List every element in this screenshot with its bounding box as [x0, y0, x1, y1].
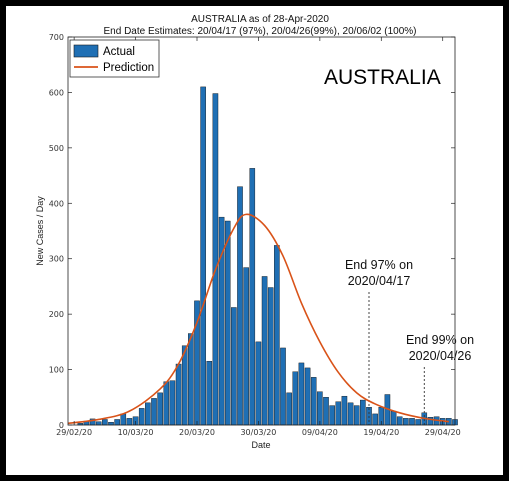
bar [126, 418, 133, 426]
bar [390, 410, 397, 426]
prediction-line [67, 213, 449, 425]
bar [163, 381, 170, 426]
chart-title: AUSTRALIA as of 28-Apr-2020 [191, 14, 329, 25]
x-tick-label: 29/02/20 [56, 428, 92, 437]
bar [157, 392, 163, 426]
bar [267, 287, 274, 426]
bar [243, 267, 249, 426]
bar [280, 347, 286, 426]
bar [212, 93, 219, 426]
x-tick-label: 10/03/20 [118, 428, 154, 437]
bar [415, 419, 421, 426]
bar [347, 402, 354, 426]
legend-actual-label: Actual [103, 46, 135, 58]
y-tick-label: 600 [49, 88, 64, 97]
bar [310, 377, 317, 426]
bar [335, 401, 342, 426]
y-tick-label: 300 [49, 255, 64, 264]
y-tick-label: 100 [49, 366, 64, 375]
bar [175, 363, 182, 426]
chart-svg: AUSTRALIA as of 28-Apr-2020 End Date Est… [35, 14, 474, 450]
x-tick-label: 09/04/20 [302, 428, 338, 437]
x-axis-ticks: 29/02/20 10/03/20 20/03/20 30/03/20 09/04/20… [56, 37, 461, 437]
bar [298, 362, 305, 426]
annotation-lines [368, 292, 425, 425]
bar [360, 399, 366, 426]
bar [323, 397, 329, 426]
bar [120, 413, 127, 426]
bar [138, 408, 145, 426]
bar [200, 86, 206, 426]
annotation-99-line1: End 99% on [406, 333, 474, 347]
x-tick-label: 29/04/20 [425, 428, 461, 437]
bar [292, 371, 299, 426]
x-tick-label: 30/03/20 [240, 428, 276, 437]
bar [114, 419, 120, 426]
y-tick-label: 700 [49, 33, 64, 42]
bar [95, 421, 102, 426]
y-axis-ticks: 0 100 200 300 400 500 600 700 [49, 33, 455, 430]
bar [329, 405, 335, 426]
x-axis-label: Date [251, 440, 270, 450]
chart-subtitle: End Date Estimates: 20/04/17 (97%), 20/0… [104, 26, 417, 37]
y-tick-label: 0 [59, 421, 64, 430]
annotation-97-line2: 2020/04/17 [348, 274, 411, 288]
bar [169, 380, 176, 426]
legend: Actual Prediction [69, 39, 160, 78]
bar [261, 276, 268, 426]
bar [409, 418, 415, 426]
bar [317, 391, 323, 426]
annotation-97-line1: End 97% on [345, 258, 413, 272]
bar [403, 418, 409, 426]
bar [188, 333, 194, 426]
bar [231, 307, 237, 426]
overlay-country-label: AUSTRALIA [324, 66, 441, 89]
bar [396, 416, 403, 426]
bar [237, 186, 243, 426]
bar [181, 345, 188, 426]
bar [372, 413, 378, 426]
bar [145, 402, 151, 426]
bar [255, 341, 262, 426]
y-axis-label: New Cases / Day [35, 196, 45, 266]
bar [102, 419, 108, 426]
y-tick-label: 500 [49, 144, 64, 153]
annotation-99-line2: 2020/04/26 [409, 349, 472, 363]
bar [249, 168, 256, 426]
x-tick-label: 20/03/20 [179, 428, 215, 437]
bar [341, 395, 348, 426]
x-tick-label: 19/04/20 [363, 428, 399, 437]
bar [286, 392, 292, 426]
legend-prediction-label: Prediction [103, 62, 154, 74]
bar [206, 361, 213, 426]
bar [224, 220, 231, 426]
bar [304, 367, 311, 426]
y-tick-label: 400 [49, 199, 64, 208]
bar [274, 245, 280, 426]
legend-actual-swatch [73, 44, 99, 58]
bar [151, 398, 157, 426]
bar [108, 422, 114, 426]
bars-group [77, 86, 458, 426]
plot-box [67, 36, 456, 426]
chart-frame: AUSTRALIA as of 28-Apr-2020 End Date Est… [6, 6, 503, 475]
y-tick-label: 200 [49, 310, 64, 319]
bar [353, 405, 360, 426]
